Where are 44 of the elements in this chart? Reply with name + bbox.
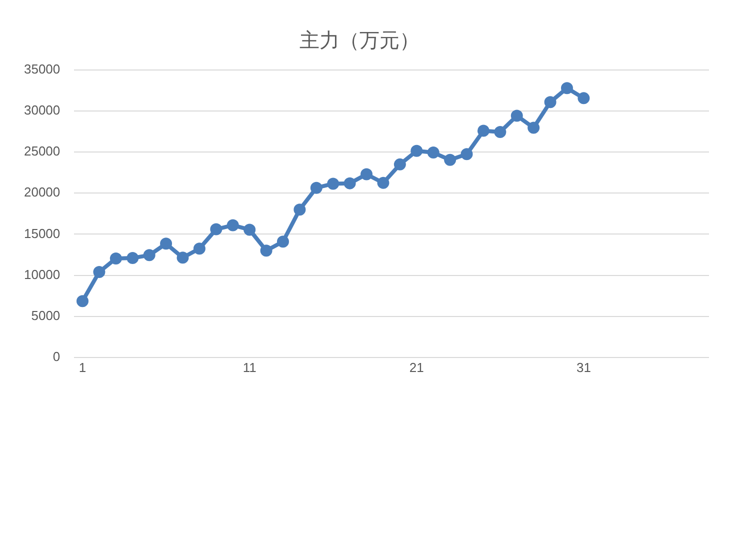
point [344, 177, 356, 190]
point [110, 252, 122, 264]
point [244, 224, 256, 236]
point [143, 249, 156, 262]
point [578, 92, 590, 104]
y-tick-label: 0 [52, 348, 60, 364]
x-tick-label: 21 [409, 360, 424, 375]
point [444, 154, 456, 166]
x-tick-label: 1 [78, 360, 86, 375]
point [276, 236, 289, 248]
y-tick-label: 20000 [24, 184, 60, 200]
y-tick-label: 35000 [24, 62, 60, 77]
point [544, 96, 556, 108]
x-tick-label: 31 [576, 360, 591, 375]
point [76, 295, 89, 308]
point [210, 223, 222, 236]
point [528, 122, 540, 134]
point [294, 204, 306, 216]
point [93, 266, 106, 278]
point [226, 219, 239, 232]
point [410, 144, 423, 157]
point [560, 82, 573, 94]
point [394, 158, 406, 170]
point [126, 252, 139, 264]
y-tick-label: 25000 [24, 144, 60, 159]
x-tick-label: 11 [242, 360, 256, 375]
point [360, 168, 373, 180]
point [310, 182, 322, 194]
point [460, 148, 473, 160]
y-tick-label: 30000 [24, 102, 60, 118]
point [260, 244, 272, 257]
point [193, 242, 206, 255]
point [510, 110, 523, 122]
point [176, 252, 189, 264]
y-tick-label: 15000 [24, 226, 60, 241]
y-tick-label: 10000 [24, 266, 60, 282]
point [327, 178, 340, 190]
point [377, 176, 390, 189]
point [160, 238, 172, 250]
point [427, 146, 440, 159]
point [494, 126, 506, 138]
y-tick-label: 5000 [31, 308, 60, 323]
point [477, 124, 490, 137]
chart-title: 主力（万元） [300, 28, 420, 52]
